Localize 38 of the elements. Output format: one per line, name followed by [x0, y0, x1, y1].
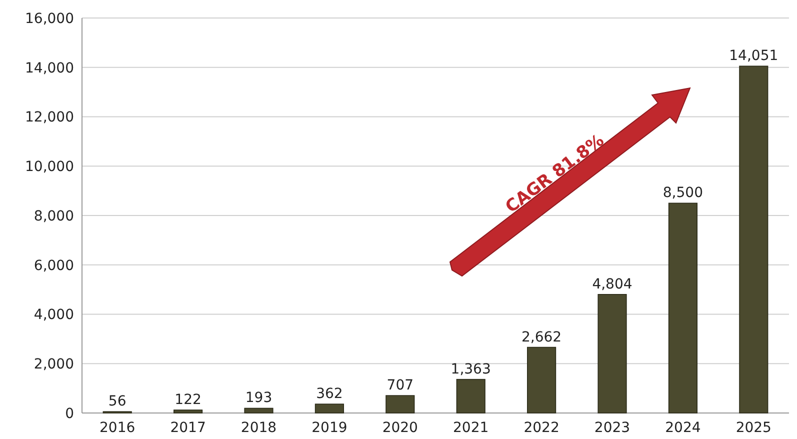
- data-label: 122: [174, 392, 202, 408]
- x-tick-label: 2024: [665, 420, 701, 436]
- x-tick-label: 2022: [524, 420, 560, 436]
- bar: [739, 66, 768, 414]
- data-label: 56: [108, 394, 126, 410]
- y-tick-label: 8,000: [34, 208, 74, 224]
- y-tick-label: 0: [65, 406, 74, 422]
- data-label: 4,804: [592, 276, 632, 292]
- bar: [386, 395, 415, 414]
- bar: [314, 404, 344, 414]
- y-tick-label: 4,000: [34, 307, 74, 324]
- y-tick-label: 2,000: [34, 356, 74, 373]
- x-tick-label: 2020: [382, 420, 418, 436]
- x-tick-label: 2021: [453, 420, 489, 436]
- y-tick-label: 12,000: [25, 110, 74, 126]
- data-label: 8,500: [662, 185, 703, 202]
- x-tick-label: 2025: [736, 420, 772, 436]
- y-tick-label: 10,000: [25, 159, 74, 176]
- bar: [244, 408, 274, 414]
- data-label: 362: [316, 386, 343, 402]
- data-label: 14,051: [729, 48, 778, 64]
- x-tick-label: 2018: [240, 420, 277, 436]
- data-label: 1,363: [450, 361, 491, 378]
- data-label: 193: [245, 390, 272, 406]
- bar: [598, 294, 627, 414]
- bar: [456, 378, 486, 414]
- y-tick-label: 6,000: [34, 258, 74, 274]
- bar: [527, 346, 556, 414]
- x-tick-label: 2016: [100, 420, 136, 436]
- x-tick-label: 2017: [170, 420, 206, 436]
- x-tick-label: 2019: [312, 420, 348, 436]
- bar: [668, 202, 698, 414]
- data-label: 707: [386, 378, 414, 394]
- y-tick-label: 14,000: [25, 60, 74, 76]
- data-label: 2,662: [522, 329, 562, 346]
- bar: [174, 410, 203, 414]
- x-tick-label: 2023: [594, 420, 630, 436]
- y-tick-label: 16,000: [25, 10, 74, 27]
